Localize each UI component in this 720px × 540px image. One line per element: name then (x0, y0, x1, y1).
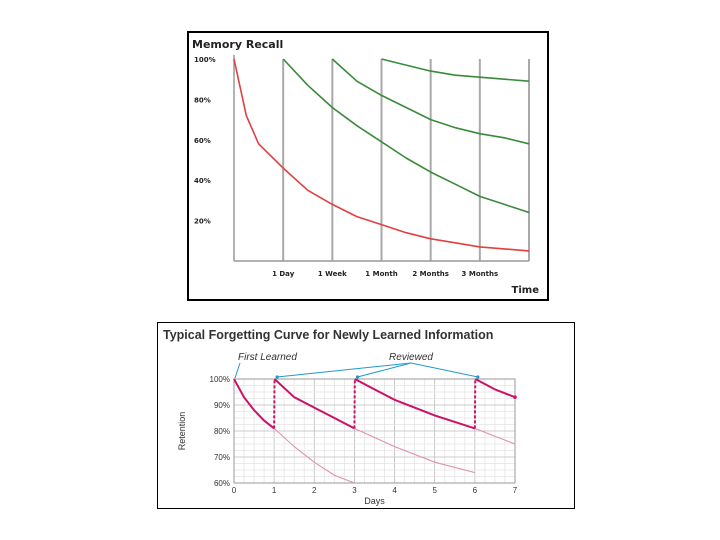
chart2-reviewed-arrow-2 (357, 362, 412, 378)
chart2-title: Typical Forgetting Curve for Newly Learn… (163, 328, 493, 342)
chart2-x-tick-label: 4 (392, 486, 397, 495)
chart2-x-tick-label: 0 (232, 486, 237, 495)
chart2-reviewed-arrowhead (275, 375, 279, 379)
chart2-y-tick-label: 100% (210, 375, 230, 384)
chart1-y-tick-label: 60% (194, 137, 211, 145)
chart2-plot-border (233, 378, 516, 484)
chart1-y-tick-label: 100% (194, 56, 216, 64)
chart1-x-axis-label: Time (512, 285, 540, 296)
chart1-x-tick-label: 1 Day (272, 270, 295, 278)
chart2-main-curve-segment-4 (474, 378, 516, 399)
chart1-x-tick-label: 2 Months (412, 270, 449, 278)
chart2-end-marker (513, 395, 517, 399)
chart1-y-tick-label: 20% (194, 218, 211, 226)
chart2-y-tick-label: 60% (214, 479, 230, 488)
chart2-first-learned-arrow (234, 362, 241, 379)
chart2-reviewed-arrow-3 (410, 362, 478, 378)
chart2-faint-curve-1 (273, 427, 355, 484)
memory-recall-chart: Memory Recall 100% 80% 60% 40% 20% 1 Day 1 Week… (187, 31, 549, 301)
chart2-y-axis-label: Retention (177, 412, 187, 451)
chart2-y-tick-label: 80% (214, 427, 230, 436)
chart1-x-tick-label: 1 Month (365, 270, 397, 278)
chart1-title: Memory Recall (192, 38, 283, 51)
chart2-x-tick-label: 6 (473, 486, 478, 495)
chart1-y-tick-label: 40% (194, 177, 211, 185)
chart2-y-tick-label: 70% (214, 453, 230, 462)
chart2-main-curve-segment-3 (354, 378, 476, 430)
chart2-first-learned-label: First Learned (238, 352, 297, 363)
chart2-main-curve-segment-1 (233, 378, 275, 430)
chart2-reviewed-arrow-1 (277, 362, 412, 378)
chart1-x-tick-label: 1 Week (318, 270, 347, 278)
chart2-y-tick-label: 90% (214, 401, 230, 410)
chart2-x-tick-label: 5 (432, 486, 437, 495)
chart2-main-curve-segment-2 (273, 378, 355, 430)
chart1-y-tick-label: 80% (194, 96, 211, 104)
chart2-reviewed-label: Reviewed (389, 352, 433, 363)
chart1-series-line-3 (331, 58, 530, 145)
chart2-x-tick-label: 7 (513, 486, 518, 495)
chart2-x-tick-label: 2 (312, 486, 317, 495)
chart1-x-tick-label: 3 Months (462, 270, 499, 278)
forgetting-curve-svg: Typical Forgetting Curve for Newly Learn… (163, 328, 518, 506)
chart2-reviewed-arrowhead (476, 375, 480, 379)
chart2-faint-curve-2 (354, 427, 476, 474)
chart2-x-axis-label: Days (364, 496, 385, 506)
chart1-series-line-4 (381, 58, 530, 82)
forgetting-curve-chart: Typical Forgetting Curve for Newly Learn… (157, 322, 575, 509)
chart2-faint-curve-3 (474, 427, 516, 445)
memory-recall-svg: Memory Recall 100% 80% 60% 40% 20% 1 Day 1 Week… (192, 38, 540, 296)
chart1-series-line-2 (282, 58, 530, 214)
chart2-x-tick-label: 3 (352, 486, 357, 495)
chart1-series-line-1 (233, 58, 530, 252)
chart2-reviewed-arrowhead (355, 375, 360, 379)
chart2-x-tick-label: 1 (272, 486, 277, 495)
